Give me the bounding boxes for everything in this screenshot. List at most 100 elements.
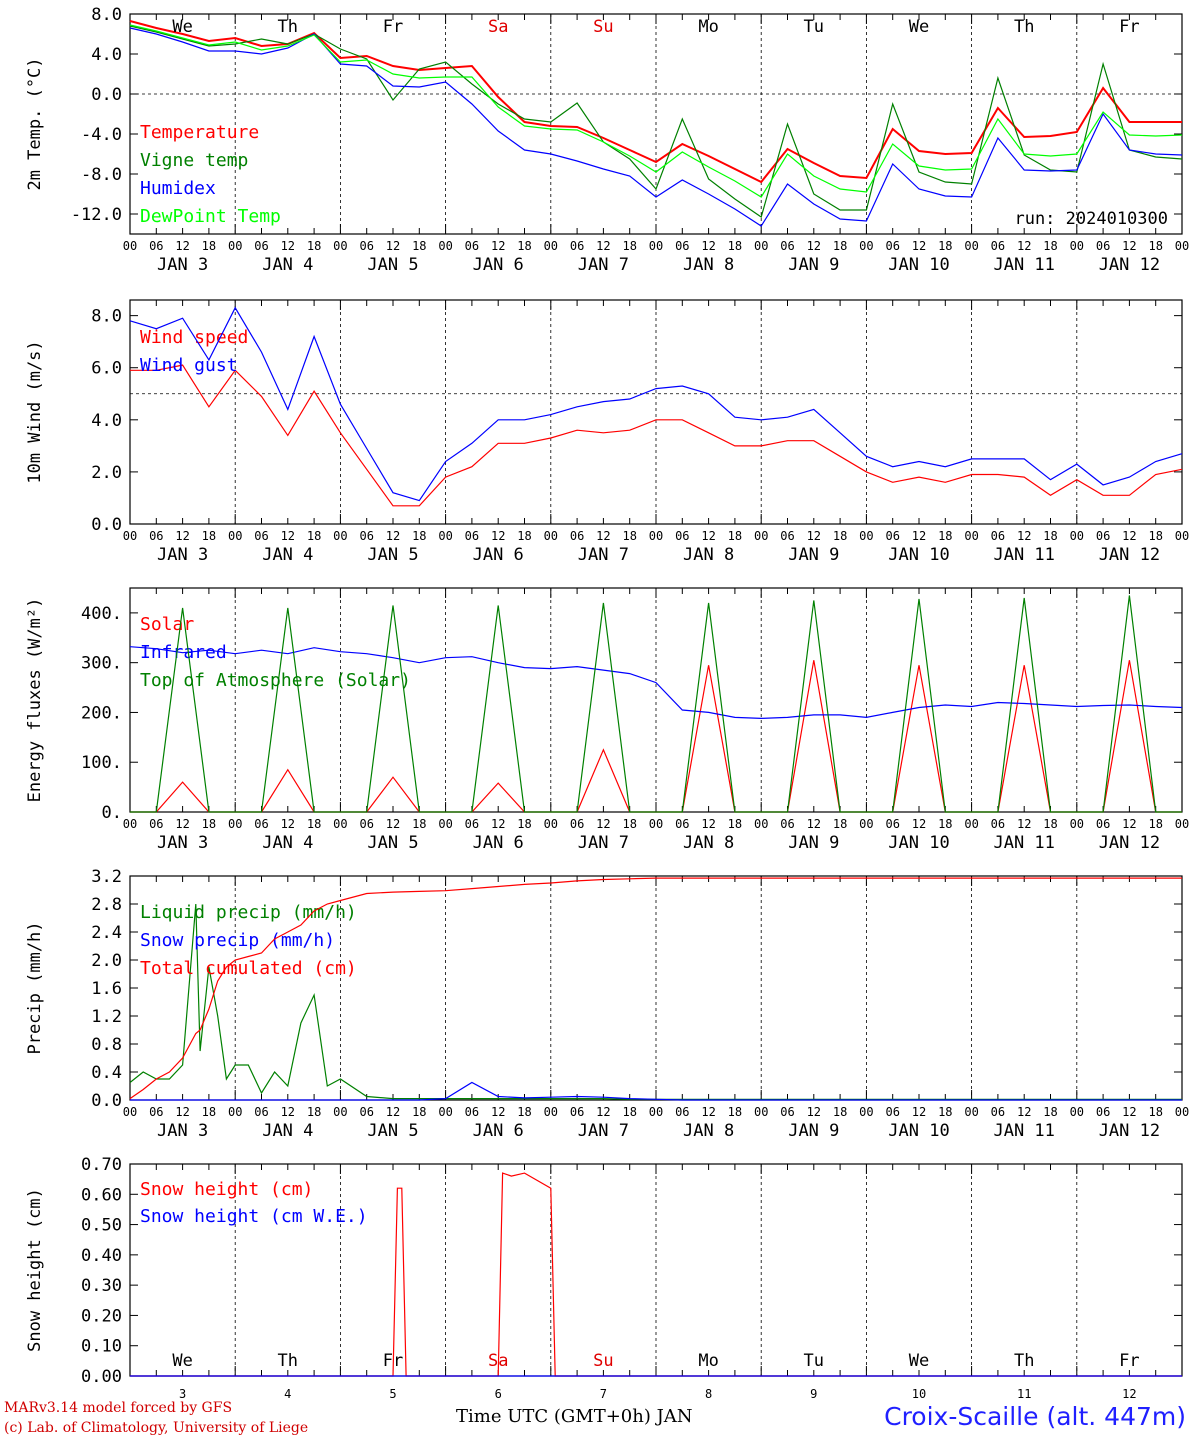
hour-tick-label: 12 <box>281 239 295 253</box>
day-label: JAN 7 <box>578 545 629 565</box>
hour-tick-label: 00 <box>964 529 978 543</box>
hour-tick-label: 06 <box>885 529 899 543</box>
hour-tick-label: 00 <box>438 239 452 253</box>
day-label: JAN 10 <box>888 1121 949 1141</box>
y-tick-label: 0.10 <box>81 1337 122 1357</box>
hour-tick-label: 06 <box>570 529 584 543</box>
y-tick-label: 2.0 <box>91 463 122 483</box>
hour-tick-label: 12 <box>701 817 715 831</box>
hour-tick-label: 18 <box>938 817 952 831</box>
hour-tick-label: 06 <box>1096 529 1110 543</box>
hour-tick-label: 06 <box>780 529 794 543</box>
hour-tick-label: 12 <box>596 817 610 831</box>
hour-tick-label: 12 <box>807 529 821 543</box>
y-tick-label: 1.2 <box>91 1007 122 1027</box>
y-axis-label: Energy fluxes (W/m²) <box>25 598 45 803</box>
hour-tick-label: 12 <box>491 239 505 253</box>
hour-tick-label: 06 <box>254 529 268 543</box>
hour-tick-label: 00 <box>544 1105 558 1119</box>
day-number-label: 11 <box>1017 1387 1031 1401</box>
hour-tick-label: 06 <box>885 1105 899 1119</box>
hour-tick-label: 00 <box>754 239 768 253</box>
hour-tick-label: 18 <box>307 1105 321 1119</box>
hour-tick-label: 06 <box>991 529 1005 543</box>
hour-tick-label: 18 <box>517 1105 531 1119</box>
hour-tick-label: 18 <box>517 239 531 253</box>
hour-tick-label: 00 <box>754 817 768 831</box>
hour-tick-label: 12 <box>807 239 821 253</box>
series-line-infrared <box>129 646 1183 720</box>
hour-tick-label: 12 <box>1122 529 1136 543</box>
hour-tick-label: 06 <box>465 239 479 253</box>
day-label: JAN 10 <box>888 255 949 275</box>
day-label: JAN 11 <box>993 545 1054 565</box>
weekday-label: Mo <box>698 17 718 37</box>
weekday-label: Th <box>1014 17 1034 37</box>
hour-tick-label: 06 <box>254 239 268 253</box>
hour-tick-label: 18 <box>622 817 636 831</box>
hour-tick-label: 00 <box>333 529 347 543</box>
hour-tick-label: 12 <box>1122 1105 1136 1119</box>
day-label: JAN 3 <box>157 545 208 565</box>
hour-tick-label: 00 <box>1175 239 1189 253</box>
legend-entry: Humidex <box>140 178 216 199</box>
hour-tick-label: 00 <box>1070 239 1084 253</box>
day-label: JAN 9 <box>788 255 839 275</box>
hour-tick-label: 06 <box>465 817 479 831</box>
x-axis-title: Time UTC (GMT+0h) JAN <box>456 1406 693 1427</box>
y-tick-label: 0.30 <box>81 1276 122 1296</box>
weekday-label: Su <box>593 1351 613 1371</box>
hour-tick-label: 12 <box>701 1105 715 1119</box>
hour-tick-label: 00 <box>333 817 347 831</box>
series-line-temperature <box>129 20 1182 184</box>
y-tick-label: 1.6 <box>91 979 122 999</box>
hour-tick-label: 06 <box>465 529 479 543</box>
day-label: JAN 6 <box>473 833 524 853</box>
series-line-snow-precip-mm-h- <box>130 1081 1182 1101</box>
y-tick-label: 400. <box>81 604 122 624</box>
hour-tick-label: 12 <box>1122 817 1136 831</box>
hour-tick-label: 12 <box>596 529 610 543</box>
hour-tick-label: 12 <box>1122 239 1136 253</box>
hour-tick-label: 18 <box>622 239 636 253</box>
hour-tick-label: 18 <box>938 529 952 543</box>
hour-tick-label: 00 <box>859 529 873 543</box>
day-label: JAN 9 <box>788 833 839 853</box>
series-line-total-cumulated-cm- <box>129 877 1182 1100</box>
hour-tick-label: 00 <box>649 1105 663 1119</box>
legend-entry: Snow height (cm W.E.) <box>140 1206 368 1227</box>
hour-tick-label: 00 <box>964 817 978 831</box>
y-tick-label: 0.00 <box>81 1367 122 1387</box>
y-tick-label: 4.0 <box>91 411 122 431</box>
weekday-label: Su <box>593 17 613 37</box>
hour-tick-label: 12 <box>912 817 926 831</box>
hour-tick-label: 06 <box>254 817 268 831</box>
hour-tick-label: 06 <box>1096 239 1110 253</box>
hour-tick-label: 12 <box>281 529 295 543</box>
hour-tick-label: 00 <box>544 817 558 831</box>
day-label: JAN 4 <box>262 1121 313 1141</box>
hour-tick-label: 06 <box>465 1105 479 1119</box>
hour-tick-label: 18 <box>202 1105 216 1119</box>
hour-tick-label: 00 <box>1175 1105 1189 1119</box>
hour-tick-label: 00 <box>859 1105 873 1119</box>
hour-tick-label: 18 <box>202 239 216 253</box>
y-tick-label: 8.0 <box>91 307 122 327</box>
y-tick-label: 3.2 <box>91 867 122 887</box>
hour-tick-label: 06 <box>149 817 163 831</box>
hour-tick-label: 12 <box>1017 529 1031 543</box>
hour-tick-label: 12 <box>701 529 715 543</box>
hour-tick-label: 06 <box>570 1105 584 1119</box>
legend-entry: Infrared <box>140 642 227 663</box>
hour-tick-label: 18 <box>938 1105 952 1119</box>
hour-tick-label: 12 <box>281 817 295 831</box>
hour-tick-label: 06 <box>149 529 163 543</box>
series-line-top-of-atmosphere-solar- <box>130 595 1182 813</box>
day-label: JAN 4 <box>262 545 313 565</box>
hour-tick-label: 12 <box>807 1105 821 1119</box>
legend-entry: Wind gust <box>140 355 238 376</box>
hour-tick-label: 00 <box>544 239 558 253</box>
day-label: JAN 5 <box>367 833 418 853</box>
day-number-label: 5 <box>389 1387 396 1401</box>
weekday-label: Sa <box>488 1351 508 1371</box>
